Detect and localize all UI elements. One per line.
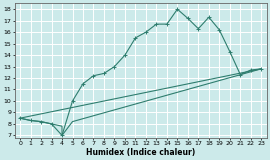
X-axis label: Humidex (Indice chaleur): Humidex (Indice chaleur) [86,148,195,156]
